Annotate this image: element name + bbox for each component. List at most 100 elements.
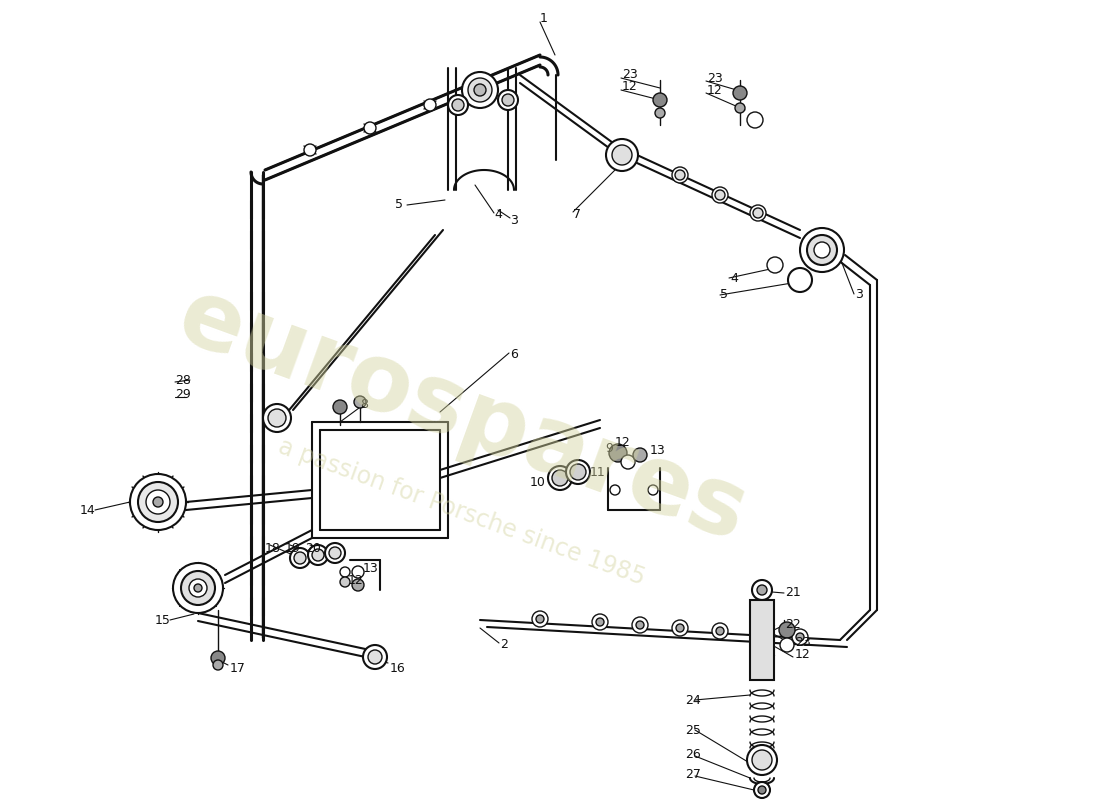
Text: 12: 12 [615,435,630,449]
Circle shape [308,545,328,565]
Text: 17: 17 [230,662,246,674]
Text: 13: 13 [363,562,378,574]
Circle shape [733,86,747,100]
Circle shape [758,786,766,794]
Circle shape [675,170,685,180]
Circle shape [474,84,486,96]
Text: 5: 5 [720,289,728,302]
Circle shape [779,622,795,638]
Text: 13: 13 [650,443,666,457]
Circle shape [304,144,316,156]
Circle shape [552,470,568,486]
Circle shape [654,108,666,118]
Text: 6: 6 [510,349,518,362]
Text: 8: 8 [360,398,368,411]
Text: 19: 19 [285,542,300,554]
Circle shape [752,626,768,642]
Circle shape [672,620,688,636]
Circle shape [213,660,223,670]
Circle shape [612,145,632,165]
Circle shape [752,750,772,770]
Circle shape [462,72,498,108]
Text: 15: 15 [155,614,170,626]
Circle shape [498,90,518,110]
Circle shape [468,78,492,102]
Circle shape [173,563,223,613]
Circle shape [632,448,647,462]
Circle shape [814,242,830,258]
Text: 29: 29 [175,389,190,402]
Text: 21: 21 [785,586,801,599]
Circle shape [333,400,346,414]
Circle shape [354,396,366,408]
Circle shape [182,571,214,605]
Circle shape [767,257,783,273]
Text: 11: 11 [590,466,606,478]
Circle shape [735,103,745,113]
Circle shape [532,611,548,627]
Circle shape [715,190,725,200]
Bar [750,600,774,680]
Circle shape [548,466,572,490]
Text: 7: 7 [573,209,581,222]
Circle shape [502,94,514,106]
Circle shape [716,627,724,635]
Circle shape [807,235,837,265]
Circle shape [636,621,644,629]
Circle shape [268,409,286,427]
Circle shape [712,187,728,203]
Circle shape [194,584,202,592]
Text: 16: 16 [390,662,406,674]
Circle shape [474,82,486,94]
Text: 18: 18 [265,542,280,554]
Text: 23: 23 [621,69,638,82]
Circle shape [452,99,464,111]
Text: 3: 3 [510,214,518,226]
Circle shape [329,547,341,559]
Text: 4: 4 [494,209,502,222]
Circle shape [606,139,638,171]
Circle shape [130,474,186,530]
Circle shape [676,624,684,632]
Circle shape [757,585,767,595]
Circle shape [596,618,604,626]
Circle shape [672,167,688,183]
Circle shape [754,208,763,218]
Text: 10: 10 [530,475,546,489]
Circle shape [290,548,310,568]
Text: 27: 27 [685,769,701,782]
Text: 9: 9 [605,442,613,454]
Circle shape [364,122,376,134]
Circle shape [340,567,350,577]
Text: 4: 4 [730,271,738,285]
Text: eurospares: eurospares [166,270,758,562]
Text: 1: 1 [540,11,548,25]
Text: 14: 14 [80,503,96,517]
Text: 25: 25 [685,723,701,737]
Circle shape [294,552,306,564]
Text: 23: 23 [707,71,723,85]
Circle shape [592,614,608,630]
Circle shape [632,617,648,633]
Text: 2: 2 [500,638,508,651]
Text: 12: 12 [795,649,811,662]
Circle shape [754,782,770,798]
Circle shape [570,464,586,480]
Circle shape [712,623,728,639]
Circle shape [536,615,544,623]
Circle shape [610,485,620,495]
Circle shape [653,93,667,107]
Text: 12: 12 [707,83,723,97]
Circle shape [788,268,812,292]
Circle shape [138,482,178,522]
Circle shape [747,112,763,128]
Circle shape [800,228,844,272]
Circle shape [747,745,777,775]
Circle shape [648,485,658,495]
Text: 20: 20 [305,542,321,554]
Text: 26: 26 [685,749,701,762]
Circle shape [792,629,808,645]
Text: 3: 3 [855,289,862,302]
Text: 12: 12 [348,574,364,586]
Circle shape [352,579,364,591]
